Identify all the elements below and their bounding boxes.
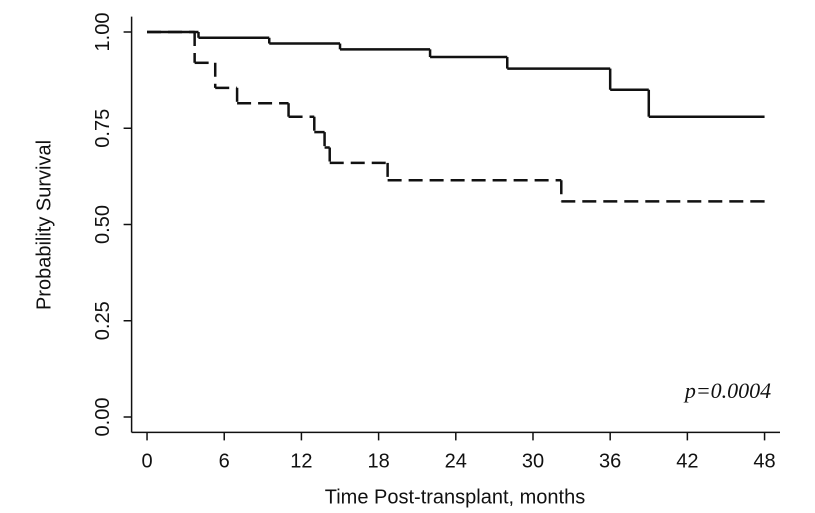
x-tick-label: 6 xyxy=(219,451,230,473)
x-tick-label: 24 xyxy=(445,451,467,473)
y-tick-label: 0.00 xyxy=(92,398,114,437)
p-value: p=0.0004 xyxy=(683,378,771,403)
x-tick-label: 42 xyxy=(676,451,698,473)
x-tick-label: 0 xyxy=(141,451,152,473)
y-tick-label: 0.75 xyxy=(92,109,114,148)
x-tick-label: 48 xyxy=(753,451,775,473)
y-tick-label: 0.50 xyxy=(92,205,114,244)
x-tick-label: 12 xyxy=(290,451,312,473)
x-tick-label: 18 xyxy=(367,451,389,473)
y-tick-label: 1.00 xyxy=(92,13,114,52)
x-tick-label: 36 xyxy=(599,451,621,473)
x-tick-label: 30 xyxy=(522,451,544,473)
x-axis-title: Time Post-transplant, months xyxy=(325,486,585,508)
y-axis-title: Probability Survival xyxy=(33,140,55,310)
y-tick-label: 0.25 xyxy=(92,301,114,340)
